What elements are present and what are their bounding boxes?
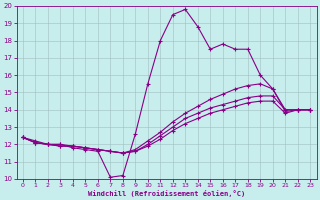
- X-axis label: Windchill (Refroidissement éolien,°C): Windchill (Refroidissement éolien,°C): [88, 190, 245, 197]
